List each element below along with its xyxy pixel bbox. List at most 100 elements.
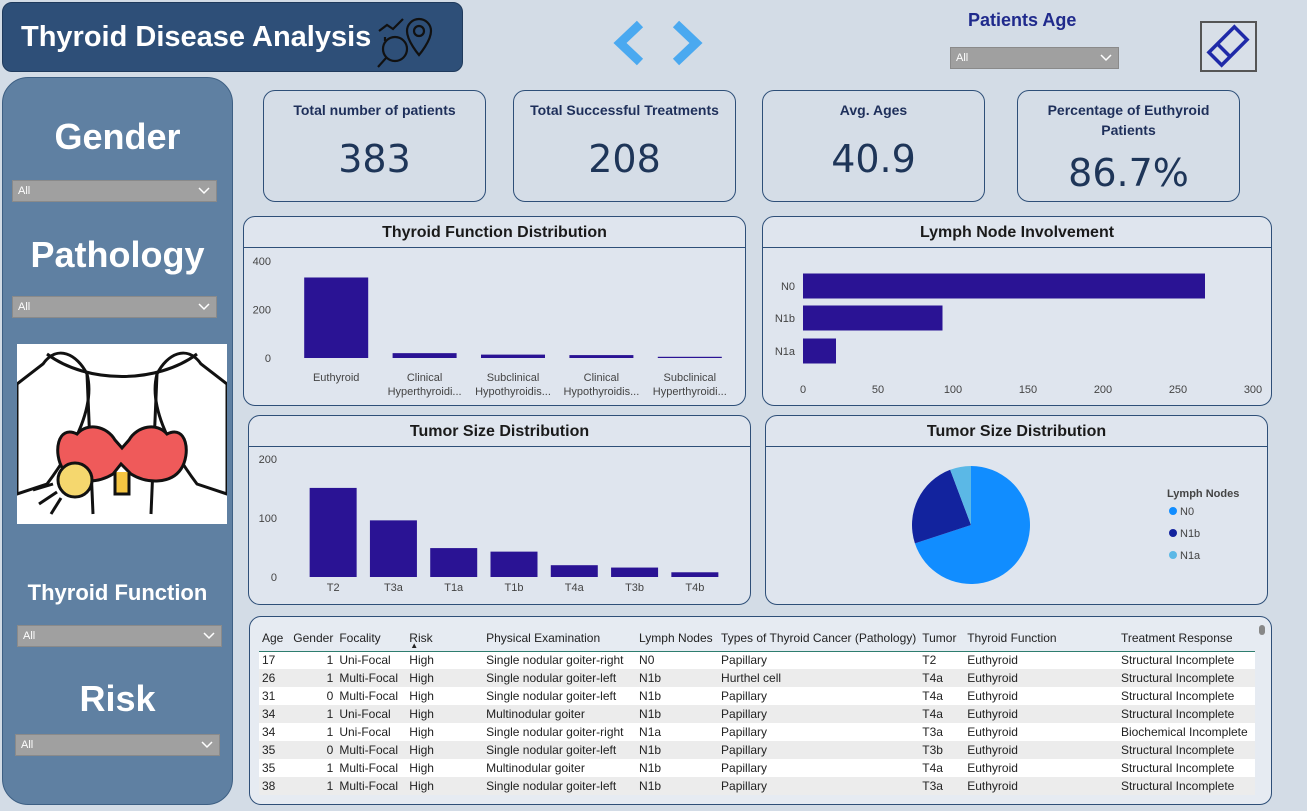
- previous-page-icon[interactable]: [612, 20, 648, 66]
- table-cell: Papillary: [721, 689, 768, 703]
- bar[interactable]: [304, 277, 369, 358]
- column-header[interactable]: Types of Thyroid Cancer (Pathology): [718, 625, 920, 652]
- bar[interactable]: [803, 273, 1205, 299]
- pathology-dropdown[interactable]: All: [12, 296, 217, 318]
- eraser-icon: [1206, 24, 1250, 68]
- x-tick-label: 150: [1019, 384, 1037, 396]
- bar[interactable]: [671, 572, 719, 577]
- chevron-down-icon: [198, 187, 210, 195]
- pathology-label: Pathology: [30, 234, 205, 275]
- table-cell: High: [409, 761, 434, 775]
- chevron-down-icon: [203, 632, 215, 640]
- kpi-value: 86.7%: [1068, 151, 1189, 195]
- table-cell: Multinodular goiter: [486, 707, 585, 721]
- kpi-title: Total Successful Treatments: [530, 102, 719, 118]
- column-header[interactable]: Risk ▲: [406, 625, 484, 652]
- next-page-icon[interactable]: [668, 20, 704, 66]
- table-row[interactable]: 38 1 Multi-Focal High Single nodular goiter-…: [259, 777, 1255, 795]
- table-cell: 34: [262, 707, 276, 721]
- bar[interactable]: [309, 487, 357, 577]
- title-bar: Thyroid Disease Analysis: [2, 2, 463, 72]
- y-tick-label: 0: [271, 572, 277, 584]
- table-cell: Structural Incomplete: [1120, 671, 1235, 685]
- thyroid-function-dropdown[interactable]: All: [17, 625, 222, 647]
- table-cell: 35: [262, 743, 276, 757]
- y-tick-label: 100: [259, 513, 277, 525]
- table-cell: High: [409, 725, 434, 739]
- tumor-size-bar-chart: 200 100 0 T2 T3a T1a T1b T4a T3b T4b: [259, 454, 719, 594]
- gender-value: All: [18, 185, 31, 197]
- column-header[interactable]: Age: [259, 625, 287, 652]
- y-tick-label: 200: [259, 454, 277, 466]
- age-filter-dropdown[interactable]: All: [950, 47, 1119, 69]
- table-cell: Papillary: [721, 653, 768, 668]
- chevron-down-icon: [201, 741, 213, 749]
- table-row[interactable]: 26 1 Multi-Focal High Single nodular goiter-…: [259, 669, 1255, 687]
- table-cell: T3a: [922, 779, 943, 793]
- table-cell: Single nodular goiter-right: [486, 725, 624, 739]
- thyroid-illustration: [17, 344, 227, 524]
- bar[interactable]: [611, 567, 659, 577]
- pie-slice[interactable]: [912, 469, 971, 544]
- clear-filters-button[interactable]: [1200, 21, 1257, 72]
- table-row[interactable]: 35 1 Multi-Focal High Multinodular goiter N1b…: [259, 759, 1255, 777]
- table-row[interactable]: 34 1 Uni-Focal High Single nodular goiter-ri…: [259, 723, 1255, 741]
- column-header[interactable]: Lymph Nodes: [636, 625, 719, 652]
- bar[interactable]: [430, 548, 478, 577]
- x-tick-label: Subclinical: [664, 372, 717, 384]
- gender-dropdown[interactable]: All: [12, 180, 217, 202]
- column-header[interactable]: Physical Examination: [483, 625, 637, 652]
- table-cell: High: [409, 671, 434, 685]
- chart-title: Lymph Node Involvement: [919, 224, 1115, 241]
- table-row[interactable]: 35 0 Multi-Focal High Single nodular goiter-…: [259, 741, 1255, 759]
- table-scrollbar[interactable]: [1259, 625, 1265, 800]
- table-cell: Euthyroid: [967, 653, 1018, 668]
- bar[interactable]: [392, 353, 457, 358]
- x-tick-label: Hyperthyroidi...: [388, 386, 462, 398]
- x-tick-label: Hypothyroidis...: [475, 386, 551, 398]
- risk-dropdown[interactable]: All: [15, 734, 220, 756]
- column-header[interactable]: Gender: [286, 625, 337, 652]
- column-header[interactable]: Treatment Response: [1117, 625, 1255, 652]
- filter-sidebar: Gender All Pathology All Thyroid Functio…: [2, 77, 233, 805]
- thyroid-function-label: Thyroid Function: [27, 580, 208, 605]
- patient-table: Age Gender Focality Risk ▲ Physical Examinati…: [259, 625, 1255, 795]
- table-row[interactable]: 31 0 Multi-Focal High Single nodular goiter-…: [259, 687, 1255, 705]
- x-tick-label: Hypothyroidis...: [563, 386, 639, 398]
- x-tick-label: T3a: [384, 582, 404, 594]
- x-tick-label: T2: [327, 582, 340, 594]
- bar[interactable]: [803, 338, 836, 364]
- tumor-size-pie-panel: Tumor Size Distribution Lymph Nodes N0 N1b…: [765, 415, 1268, 605]
- bar[interactable]: [550, 565, 598, 577]
- table-row[interactable]: 34 1 Uni-Focal High Multinodular goiter N1b Pa…: [259, 705, 1255, 723]
- table-cell: Euthyroid: [967, 725, 1018, 739]
- table-cell: N1b: [639, 779, 662, 793]
- table-cell: Uni-Focal: [339, 725, 391, 739]
- bar[interactable]: [369, 520, 417, 577]
- pie-slice[interactable]: [914, 466, 1030, 584]
- bar[interactable]: [657, 356, 722, 358]
- table-cell: Multi-Focal: [339, 671, 399, 685]
- table-row[interactable]: 17 1 Uni-Focal High Single nodular goiter-ri…: [259, 651, 1255, 669]
- column-header[interactable]: Tumor: [919, 625, 965, 652]
- kpi-euthyroid-percentage: Percentage of Euthyroid Patients 86.7%: [1017, 90, 1240, 202]
- column-header[interactable]: Thyroid Function: [964, 625, 1118, 652]
- kpi-title: Avg. Ages: [839, 102, 908, 118]
- y-tick-label: 0: [265, 353, 271, 365]
- table-cell: 34: [262, 725, 276, 739]
- pie-slice[interactable]: [950, 466, 971, 525]
- bar[interactable]: [569, 355, 634, 358]
- table-cell: Hurthel cell: [721, 671, 782, 685]
- column-header[interactable]: Focality: [336, 625, 407, 652]
- x-tick-label: T3b: [625, 582, 644, 594]
- x-tick-label: Subclinical: [487, 372, 540, 384]
- bar[interactable]: [481, 354, 545, 358]
- table-cell: Structural Incomplete: [1120, 743, 1235, 757]
- x-tick-label: Clinical: [407, 372, 442, 384]
- analysis-icon: [377, 17, 433, 68]
- table-cell: Multi-Focal: [339, 689, 399, 703]
- bar[interactable]: [490, 551, 538, 577]
- table-cell: High: [409, 707, 434, 721]
- bar[interactable]: [803, 305, 943, 331]
- table-cell: Multi-Focal: [339, 743, 399, 757]
